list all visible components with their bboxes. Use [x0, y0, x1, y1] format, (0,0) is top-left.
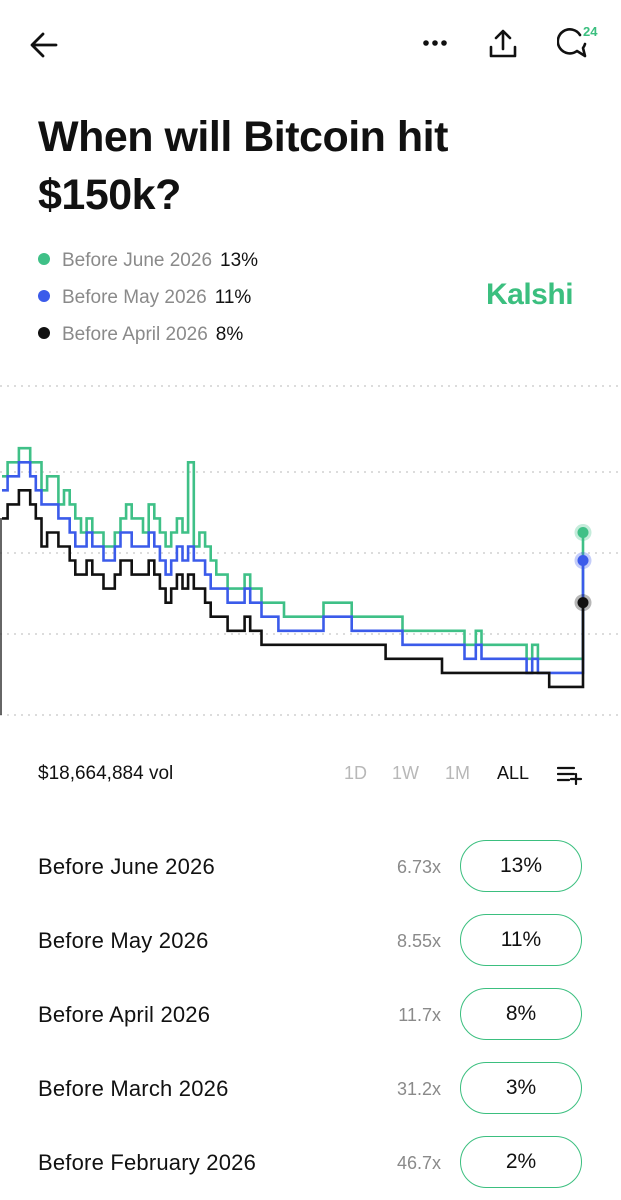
range-all-button[interactable]: ALL	[497, 763, 530, 783]
legend-label: Before June 2026	[62, 250, 213, 271]
outcome-label: Before June 2026	[38, 854, 215, 879]
legend-dot	[38, 289, 50, 302]
legend-value: 11%	[214, 287, 252, 308]
outcome-label: Before March 2026	[38, 1076, 229, 1101]
list-add-icon[interactable]	[556, 765, 583, 790]
outcome-price-button[interactable]: 11%	[460, 914, 582, 966]
outcome-row-june: Before June 2026 6.73x 13%	[0, 828, 621, 902]
outcome-multiplier: 46.7x	[396, 1153, 441, 1173]
outcome-multiplier: 11.7x	[398, 1005, 441, 1025]
series-line-2	[2, 489, 585, 689]
outcome-label: Before February 2026	[38, 1150, 257, 1175]
legend-dot	[38, 252, 50, 265]
legend-item-june: Before June 2026 13%	[38, 246, 258, 276]
legend-item-may: Before May 2026 11%	[38, 283, 251, 313]
outcome-price-button[interactable]: 2%	[460, 1136, 582, 1188]
back-button[interactable]	[28, 30, 60, 60]
series-end-point	[577, 555, 589, 567]
legend-item-april: Before April 2026 8%	[38, 320, 243, 350]
outcome-price-button[interactable]: 8%	[460, 988, 582, 1040]
kalshi-logo: Kalshi	[486, 278, 574, 311]
ellipsis-icon	[423, 40, 447, 46]
legend-label: Before May 2026	[62, 287, 207, 308]
outcome-price-button[interactable]: 3%	[460, 1062, 582, 1114]
outcome-label: Before April 2026	[38, 1002, 211, 1027]
legend-dot	[38, 326, 50, 339]
volume-text: $18,664,884 vol	[38, 763, 174, 784]
chart-controls: $18,664,884 vol 1D 1W 1M ALL	[0, 755, 621, 795]
share-upload-icon	[489, 29, 517, 58]
market-title: When will Bitcoin hit $150k?	[38, 113, 448, 219]
outcome-row-april: Before April 2026 11.7x 8%	[0, 976, 621, 1050]
outcome-multiplier: 31.2x	[396, 1079, 441, 1099]
outcome-row-march: Before March 2026 31.2x 3%	[0, 1050, 621, 1124]
series-end-point	[577, 526, 589, 538]
series-line-0	[2, 446, 585, 661]
legend-value: 13%	[220, 250, 259, 271]
legend-value: 8%	[215, 324, 244, 345]
series-end-point	[577, 597, 589, 609]
price-history-chart	[0, 385, 621, 716]
more-options-button[interactable]	[420, 36, 450, 50]
arrow-left-icon	[30, 32, 58, 58]
outcome-row-february: Before February 2026 46.7x 2%	[0, 1124, 621, 1198]
series-line-1	[2, 461, 585, 675]
outcome-label: Before May 2026	[38, 928, 209, 953]
range-1w-button[interactable]: 1W	[392, 763, 419, 783]
range-1d-button[interactable]: 1D	[344, 763, 368, 783]
comment-bubble-icon	[557, 28, 587, 58]
outcome-price-button[interactable]: 13%	[460, 840, 582, 892]
legend-label: Before April 2026	[62, 324, 208, 345]
comments-button[interactable]: 24	[557, 22, 597, 62]
outcome-multiplier: 8.55x	[396, 931, 441, 951]
comments-count-badge: 24	[583, 24, 598, 39]
outcome-row-may: Before May 2026 8.55x 11%	[0, 902, 621, 976]
range-1m-button[interactable]: 1M	[445, 763, 471, 783]
outcome-multiplier: 6.73x	[396, 857, 441, 877]
share-button[interactable]	[487, 27, 519, 61]
top-bar: 24	[0, 0, 621, 90]
